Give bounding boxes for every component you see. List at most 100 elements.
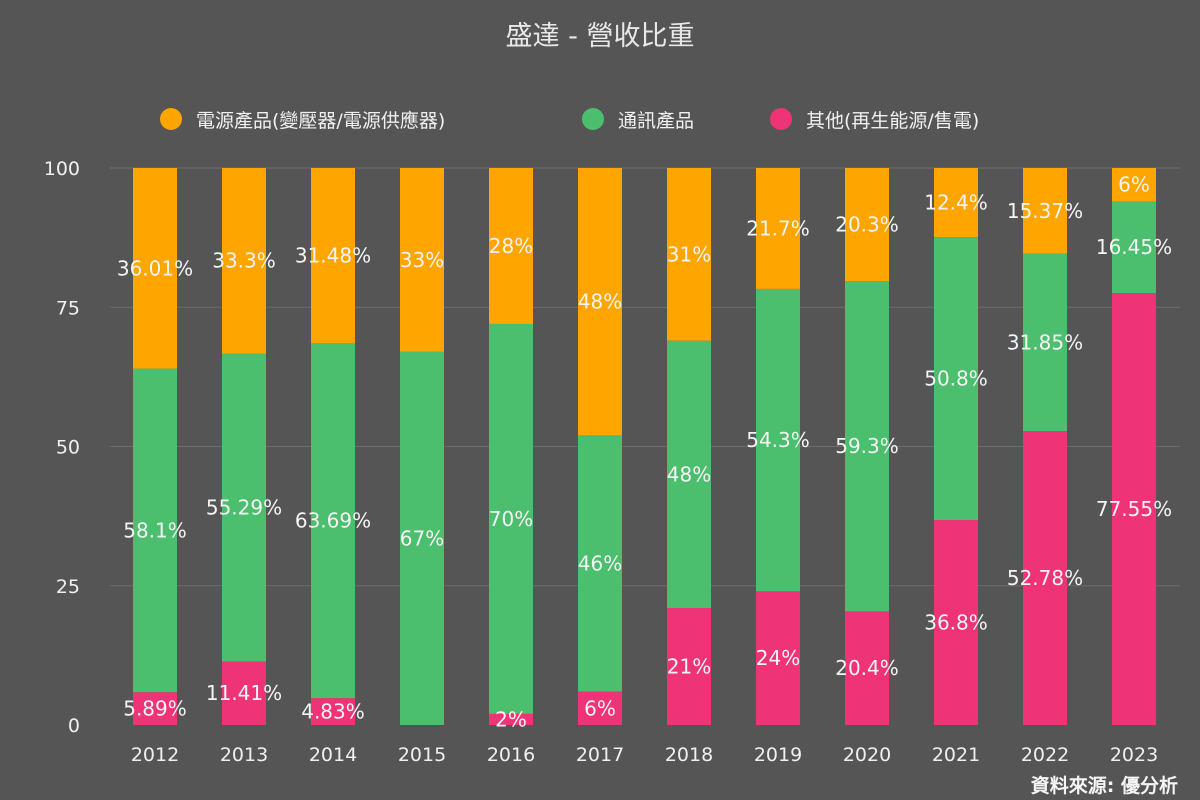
x-tick-label-2014: 2014 bbox=[309, 744, 357, 766]
bar-segment-0-2019 bbox=[756, 591, 800, 725]
bar-segment-0-2017 bbox=[578, 691, 622, 725]
bar-segment-2-2018 bbox=[667, 168, 711, 341]
y-tick-label-25: 25 bbox=[56, 576, 80, 598]
data-label-0-2019: 24% bbox=[756, 646, 800, 670]
y-tick-label-50: 50 bbox=[56, 437, 80, 459]
data-label-0-2014: 4.83% bbox=[301, 700, 365, 724]
y-tick-label-100: 100 bbox=[44, 158, 80, 180]
x-tick-label-2015: 2015 bbox=[398, 744, 446, 766]
data-label-1-2017: 46% bbox=[578, 551, 622, 575]
data-label-2-2017: 48% bbox=[578, 290, 622, 314]
y-tick-label-75: 75 bbox=[56, 297, 80, 319]
bar-segment-2-2021 bbox=[934, 168, 978, 238]
legend-swatch-communication-products bbox=[582, 108, 604, 130]
data-label-2-2020: 20.3% bbox=[835, 213, 899, 237]
bar-segment-2-2015 bbox=[400, 168, 444, 352]
bar-segment-2-2020 bbox=[845, 168, 889, 282]
data-label-1-2018: 48% bbox=[667, 462, 711, 486]
bar-segment-1-2018 bbox=[667, 340, 711, 609]
data-label-1-2012: 58.1% bbox=[123, 518, 187, 542]
bar-segment-0-2012 bbox=[133, 692, 177, 725]
data-label-2-2016: 28% bbox=[489, 234, 533, 258]
bar-segment-2-2023 bbox=[1112, 168, 1156, 202]
bar-segment-0-2014 bbox=[311, 698, 355, 725]
data-label-1-2023: 16.45% bbox=[1096, 235, 1172, 259]
bar-segment-1-2016 bbox=[489, 323, 533, 714]
bar-segment-2-2013 bbox=[222, 168, 266, 354]
data-label-2-2015: 33% bbox=[400, 248, 444, 272]
bar-segment-1-2020 bbox=[845, 281, 889, 612]
chart-title: 盛達 - 營收比重 bbox=[505, 21, 695, 52]
bar-segment-2-2016 bbox=[489, 168, 533, 324]
bar-segment-2-2014 bbox=[311, 168, 355, 344]
data-label-0-2012: 5.89% bbox=[123, 697, 187, 721]
bar-segment-0-2018 bbox=[667, 608, 711, 725]
bar-segment-0-2013 bbox=[222, 661, 266, 725]
data-label-2-2012: 36.01% bbox=[117, 256, 193, 280]
y-tick-label-0: 0 bbox=[68, 715, 80, 737]
data-label-1-2020: 59.3% bbox=[835, 434, 899, 458]
data-label-1-2019: 54.3% bbox=[746, 428, 810, 452]
data-label-2-2013: 33.3% bbox=[212, 249, 276, 273]
bar-segment-0-2023 bbox=[1112, 293, 1156, 725]
bar-segment-1-2014 bbox=[311, 343, 355, 699]
x-tick-label-2021: 2021 bbox=[932, 744, 980, 766]
data-label-1-2016: 70% bbox=[489, 507, 533, 531]
x-tick-label-2022: 2022 bbox=[1021, 744, 1069, 766]
bar-segment-1-2013 bbox=[222, 353, 266, 662]
data-label-2-2019: 21.7% bbox=[746, 216, 810, 240]
bar-segment-2-2017 bbox=[578, 168, 622, 436]
data-label-0-2023: 77.55% bbox=[1096, 497, 1172, 521]
legend-item-other[interactable]: 其他(再生能源/售電) bbox=[770, 104, 979, 134]
x-tick-label-2017: 2017 bbox=[576, 744, 624, 766]
chart-legend: 電源產品(變壓器/電源供應器) 通訊產品 其他(再生能源/售電) bbox=[0, 104, 1200, 134]
bar-segment-1-2019 bbox=[756, 288, 800, 592]
x-tick-label-2016: 2016 bbox=[487, 744, 535, 766]
data-label-1-2015: 67% bbox=[400, 526, 444, 550]
data-label-2-2014: 31.48% bbox=[295, 244, 371, 268]
data-label-1-2013: 55.29% bbox=[206, 495, 282, 519]
legend-swatch-power-products bbox=[160, 108, 182, 130]
data-label-0-2021: 36.8% bbox=[924, 611, 988, 635]
x-tick-label-2018: 2018 bbox=[665, 744, 713, 766]
bar-segment-1-2017 bbox=[578, 435, 622, 692]
data-label-2-2021: 12.4% bbox=[924, 191, 988, 215]
legend-label-other: 其他(再生能源/售電) bbox=[806, 109, 980, 132]
bar-segment-1-2012 bbox=[133, 368, 177, 693]
bar-segment-0-2021 bbox=[934, 520, 978, 725]
bar-segment-1-2022 bbox=[1023, 253, 1067, 432]
legend-label-communication-products: 通訊產品 bbox=[618, 109, 695, 132]
bar-segment-1-2015 bbox=[400, 351, 444, 725]
bar-segment-0-2016 bbox=[489, 713, 533, 725]
data-label-0-2017: 6% bbox=[584, 696, 616, 720]
x-tick-label-2013: 2013 bbox=[220, 744, 268, 766]
bar-segment-1-2021 bbox=[934, 237, 978, 521]
x-tick-label-2020: 2020 bbox=[843, 744, 891, 766]
x-tick-label-2012: 2012 bbox=[131, 744, 179, 766]
bar-segment-2-2012 bbox=[133, 168, 177, 369]
data-label-2-2022: 15.37% bbox=[1007, 199, 1083, 223]
x-tick-label-2019: 2019 bbox=[754, 744, 802, 766]
legend-swatch-other bbox=[770, 108, 792, 130]
legend-item-communication-products[interactable]: 通訊產品 bbox=[582, 104, 694, 134]
data-label-2-2018: 31% bbox=[667, 242, 711, 266]
data-label-1-2022: 31.85% bbox=[1007, 330, 1083, 354]
data-label-0-2013: 11.41% bbox=[206, 681, 282, 705]
legend-item-power-products[interactable]: 電源產品(變壓器/電源供應器) bbox=[160, 104, 445, 134]
bar-segment-0-2020 bbox=[845, 611, 889, 725]
data-label-0-2018: 21% bbox=[667, 655, 711, 679]
data-label-1-2021: 50.8% bbox=[924, 367, 988, 391]
bar-segment-2-2019 bbox=[756, 168, 800, 289]
data-label-0-2016: 2% bbox=[495, 707, 527, 731]
source-note: 資料來源: 優分析 bbox=[1030, 775, 1178, 797]
x-tick-label-2023: 2023 bbox=[1110, 744, 1158, 766]
data-label-2-2023: 6% bbox=[1118, 173, 1150, 197]
data-label-0-2022: 52.78% bbox=[1007, 566, 1083, 590]
bar-segment-1-2023 bbox=[1112, 201, 1156, 294]
legend-label-power-products: 電源產品(變壓器/電源供應器) bbox=[196, 109, 446, 132]
bar-segment-2-2022 bbox=[1023, 168, 1067, 254]
bar-segment-0-2022 bbox=[1023, 431, 1067, 725]
data-label-1-2014: 63.69% bbox=[295, 509, 371, 533]
